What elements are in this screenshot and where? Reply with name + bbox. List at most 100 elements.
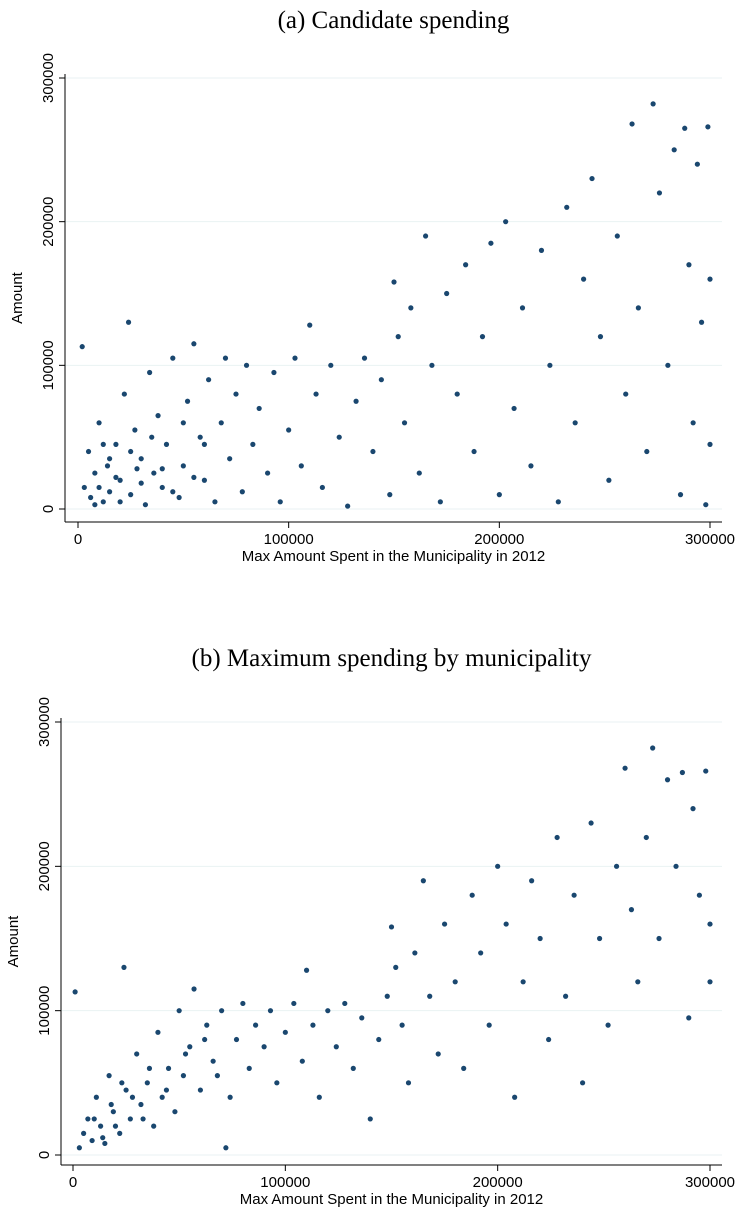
point: [588, 820, 594, 826]
point: [214, 1073, 220, 1079]
point: [170, 489, 176, 495]
point: [395, 334, 401, 340]
point: [622, 765, 628, 771]
point: [159, 1094, 165, 1100]
point: [635, 979, 641, 985]
point: [629, 121, 635, 127]
point: [656, 935, 662, 942]
point: [605, 1022, 611, 1028]
point: [163, 1087, 170, 1093]
point: [256, 405, 262, 412]
point: [469, 892, 475, 898]
point: [547, 362, 553, 368]
point: [123, 1087, 129, 1093]
point: [197, 434, 203, 440]
point: [88, 494, 94, 501]
point: [227, 456, 233, 462]
point: [274, 1080, 280, 1086]
point: [581, 276, 587, 282]
point: [253, 1022, 259, 1028]
point: [155, 413, 161, 419]
point: [554, 834, 560, 841]
x-tick-label: 200000: [474, 531, 524, 548]
point: [703, 502, 709, 508]
point: [370, 448, 376, 455]
point: [92, 502, 98, 508]
point: [563, 993, 569, 999]
point: [429, 362, 435, 368]
x-tick-label: 0: [69, 1174, 77, 1191]
point: [119, 1080, 125, 1086]
point: [682, 125, 688, 131]
point: [416, 470, 422, 476]
point: [353, 398, 359, 404]
y-tick-label: 300000: [40, 53, 57, 103]
point: [650, 101, 656, 107]
point: [81, 1130, 87, 1136]
y-axis-label: Amount: [5, 915, 22, 968]
point: [707, 921, 713, 927]
point: [165, 1065, 172, 1071]
point: [399, 1022, 405, 1028]
point: [444, 290, 450, 297]
point: [690, 806, 696, 812]
point: [571, 892, 577, 898]
point: [328, 362, 334, 368]
chart-title: (b) Maximum spending by municipality: [192, 645, 592, 672]
point: [180, 1073, 187, 1079]
point: [85, 448, 92, 455]
point: [511, 405, 517, 412]
point: [538, 247, 545, 253]
point: [606, 477, 612, 483]
point: [342, 1000, 348, 1007]
point: [437, 499, 443, 505]
point: [117, 1130, 123, 1136]
point: [100, 441, 106, 447]
point: [427, 993, 433, 999]
y-tick-label: 200000: [40, 197, 57, 247]
point: [673, 863, 679, 869]
point: [393, 964, 399, 970]
point: [98, 1123, 104, 1129]
point: [435, 1051, 441, 1057]
point: [113, 441, 119, 447]
point: [333, 1044, 339, 1050]
point: [596, 935, 603, 942]
point: [686, 1015, 692, 1021]
x-axis-label: Max Amount Spent in the Municipality in …: [240, 1191, 544, 1208]
point: [125, 319, 132, 325]
point: [172, 1109, 178, 1115]
point: [441, 921, 448, 927]
point: [589, 175, 595, 182]
point: [100, 1135, 106, 1141]
point: [291, 1000, 297, 1007]
point: [367, 1116, 373, 1122]
point: [151, 1123, 157, 1129]
point: [100, 499, 106, 505]
point: [694, 161, 700, 167]
point: [628, 907, 635, 913]
point: [233, 391, 239, 397]
point: [313, 391, 319, 397]
point: [282, 1029, 288, 1035]
y-tick-label: 0: [40, 505, 57, 513]
point: [679, 769, 685, 776]
point: [378, 377, 384, 383]
point: [665, 362, 671, 368]
point: [121, 391, 127, 397]
point: [180, 463, 186, 469]
point: [91, 1116, 97, 1122]
point: [277, 499, 283, 505]
point: [388, 924, 395, 930]
point: [89, 1137, 95, 1144]
point: [250, 441, 256, 447]
point: [452, 979, 458, 985]
point: [138, 480, 144, 486]
point: [218, 420, 224, 426]
point: [512, 1094, 518, 1100]
point: [210, 1058, 216, 1064]
point: [151, 470, 157, 476]
point: [76, 1145, 82, 1151]
point: [696, 892, 702, 898]
